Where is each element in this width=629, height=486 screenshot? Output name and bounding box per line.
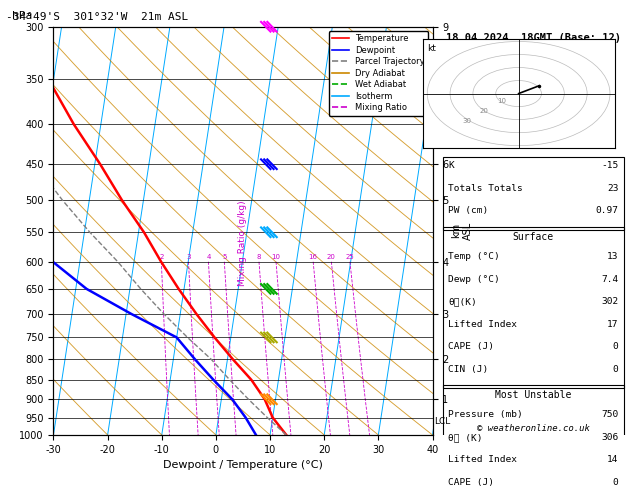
Text: Pressure (mb): Pressure (mb) xyxy=(448,411,523,419)
Text: Lifted Index: Lifted Index xyxy=(448,320,518,329)
X-axis label: Dewpoint / Temperature (°C): Dewpoint / Temperature (°C) xyxy=(163,460,323,470)
Text: CAPE (J): CAPE (J) xyxy=(448,342,494,351)
Text: θᴇ (K): θᴇ (K) xyxy=(448,433,483,442)
Y-axis label: km
ASL: km ASL xyxy=(451,222,473,240)
Text: Most Unstable: Most Unstable xyxy=(495,390,572,400)
Text: 23: 23 xyxy=(607,184,618,193)
Text: 306: 306 xyxy=(601,433,618,442)
Text: kt: kt xyxy=(427,44,436,53)
Text: 13: 13 xyxy=(607,252,618,261)
Text: © weatheronline.co.uk: © weatheronline.co.uk xyxy=(477,424,590,433)
Text: 750: 750 xyxy=(601,411,618,419)
Text: 3: 3 xyxy=(186,254,191,260)
Text: 5: 5 xyxy=(222,254,226,260)
Bar xyxy=(443,227,624,388)
Text: 4: 4 xyxy=(206,254,211,260)
Text: 10: 10 xyxy=(272,254,281,260)
Text: 18.04.2024  18GMT (Base: 12): 18.04.2024 18GMT (Base: 12) xyxy=(446,33,621,43)
Text: Lifted Index: Lifted Index xyxy=(448,455,518,465)
Text: 25: 25 xyxy=(345,254,354,260)
Text: 302: 302 xyxy=(601,297,618,306)
Text: Totals Totals: Totals Totals xyxy=(448,184,523,193)
Text: 0: 0 xyxy=(613,478,618,486)
Text: 20: 20 xyxy=(327,254,336,260)
Text: 30: 30 xyxy=(463,118,472,124)
Text: -15: -15 xyxy=(601,161,618,171)
Text: Dewp (°C): Dewp (°C) xyxy=(448,275,500,284)
Text: 10: 10 xyxy=(497,98,506,104)
Text: K: K xyxy=(448,161,454,171)
Text: 17: 17 xyxy=(607,320,618,329)
Text: 2: 2 xyxy=(159,254,164,260)
Text: CAPE (J): CAPE (J) xyxy=(448,478,494,486)
Text: 20: 20 xyxy=(480,108,489,114)
Text: 8: 8 xyxy=(257,254,261,260)
Text: 0.97: 0.97 xyxy=(596,207,618,215)
Text: 7.4: 7.4 xyxy=(601,275,618,284)
Text: 16: 16 xyxy=(309,254,318,260)
Text: CIN (J): CIN (J) xyxy=(448,364,489,374)
Text: 14: 14 xyxy=(607,455,618,465)
Text: -34°49'S  301°32'W  21m ASL: -34°49'S 301°32'W 21m ASL xyxy=(6,12,189,22)
Text: LCL: LCL xyxy=(434,417,450,426)
Bar xyxy=(443,156,624,230)
Bar xyxy=(443,385,624,486)
Text: Surface: Surface xyxy=(513,232,554,242)
Text: 0: 0 xyxy=(613,364,618,374)
Legend: Temperature, Dewpoint, Parcel Trajectory, Dry Adiabat, Wet Adiabat, Isotherm, Mi: Temperature, Dewpoint, Parcel Trajectory… xyxy=(329,31,428,116)
Text: Mixing Ratio (g/kg): Mixing Ratio (g/kg) xyxy=(238,200,247,286)
Text: PW (cm): PW (cm) xyxy=(448,207,489,215)
Text: 0: 0 xyxy=(613,342,618,351)
Text: Temp (°C): Temp (°C) xyxy=(448,252,500,261)
Text: θᴇ(K): θᴇ(K) xyxy=(448,297,477,306)
Text: hPa: hPa xyxy=(12,11,32,20)
